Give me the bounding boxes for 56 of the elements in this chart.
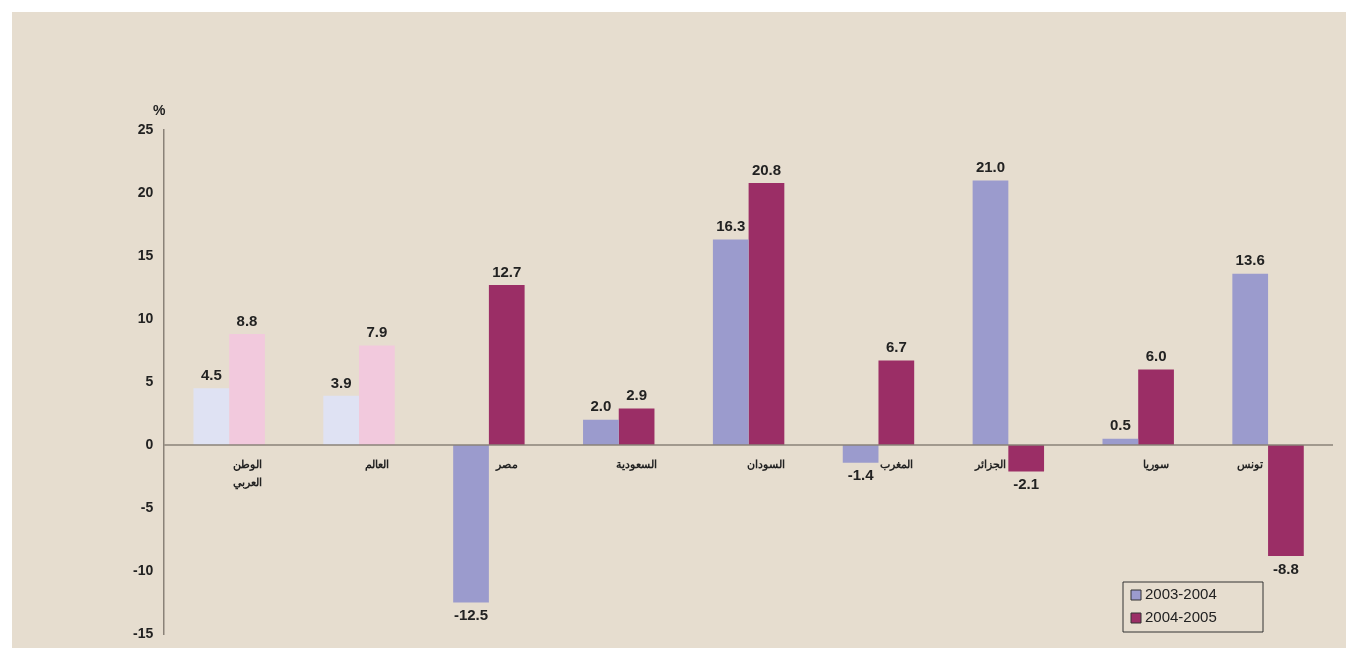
x-tick-label: السعودية (616, 457, 658, 471)
y-tick-label: -5 (140, 498, 154, 515)
bar (1138, 369, 1174, 445)
data-label: -1.4 (847, 466, 875, 484)
x-tick-label: العالم (364, 457, 389, 471)
bar (712, 239, 749, 445)
bar (453, 445, 489, 603)
data-label: 6.0 (1145, 347, 1167, 365)
bar (972, 180, 1009, 445)
y-axis-title: % (153, 101, 167, 118)
data-label: 4.5 (200, 365, 222, 383)
x-tick-label: السودان (747, 457, 786, 471)
data-label: -8.8 (1272, 559, 1299, 577)
y-tick-label: 5 (145, 372, 154, 389)
legend-label: 2003-2004 (1145, 585, 1217, 603)
data-label: 2.0 (590, 397, 612, 415)
y-tick-label: -15 (133, 624, 154, 641)
data-label: 7.9 (366, 323, 388, 341)
bar (748, 182, 785, 445)
bar (618, 408, 655, 445)
bar (488, 284, 525, 445)
bar (583, 419, 619, 445)
y-tick-label: 20 (137, 183, 154, 200)
data-label: 13.6 (1235, 251, 1265, 269)
bar (1232, 273, 1269, 445)
y-tick-label: 10 (137, 309, 154, 326)
y-tick-label: 15 (137, 246, 154, 263)
x-tick-label: المغرب (879, 457, 913, 471)
y-tick-label: 25 (137, 120, 154, 137)
y-tick-label: -10 (133, 561, 154, 578)
bar (193, 388, 230, 445)
data-label: 8.8 (236, 311, 258, 329)
data-label: 3.9 (330, 373, 352, 391)
bar (1008, 445, 1045, 472)
x-tick-label: سوريا (1143, 457, 1170, 471)
data-label: 6.7 (885, 338, 907, 356)
x-tick-label: تونس (1237, 457, 1264, 471)
data-label: 20.8 (751, 160, 782, 178)
x-tick-label: مصر (494, 457, 518, 471)
x-tick-label: الوطن العربي (232, 457, 262, 490)
legend-label: 2004-2005 (1145, 608, 1217, 626)
bar (1268, 445, 1304, 556)
bar (878, 360, 915, 445)
x-tick-label: الجزائر (973, 457, 1006, 471)
bar (229, 334, 265, 445)
bar (359, 345, 395, 445)
data-label: 2.9 (626, 386, 648, 404)
bar (323, 395, 360, 445)
data-label: -12.5 (453, 606, 489, 624)
data-label: 0.5 (1109, 416, 1131, 434)
data-label: 16.3 (716, 217, 746, 235)
data-label: -2.1 (1013, 475, 1040, 493)
data-label: 12.7 (492, 262, 522, 280)
y-tick-label: 0 (145, 435, 154, 452)
bar (842, 445, 879, 463)
data-label: 21.0 (975, 158, 1006, 176)
